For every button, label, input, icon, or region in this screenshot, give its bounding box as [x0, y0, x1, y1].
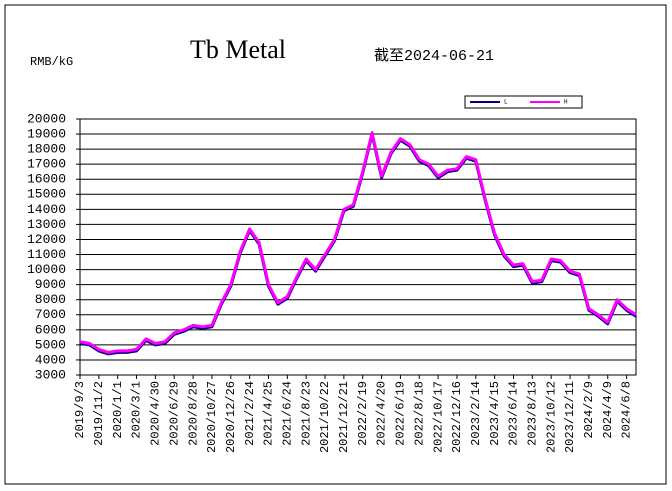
x-tick-label: 2020/1/1: [111, 381, 125, 439]
x-tick-label: 2020/3/1: [130, 381, 144, 439]
y-tick-label: 17000: [27, 157, 66, 172]
y-axis-label: RMB/kG: [30, 55, 73, 69]
chart-subtitle: 截至2024-06-21: [374, 47, 494, 65]
y-tick-label: 14000: [27, 202, 66, 217]
x-tick-label: 2021/2/24: [243, 381, 257, 446]
y-tick-label: 15000: [27, 187, 66, 202]
x-tick-label: 2021/8/23: [299, 381, 313, 446]
x-tick-label: 2020/10/27: [205, 381, 219, 453]
x-tick-label: 2023/4/15: [488, 381, 502, 446]
x-tick-label: 2020/8/28: [186, 381, 200, 446]
legend-label: L: [504, 99, 508, 106]
x-tick-label: 2023/6/14: [507, 381, 521, 446]
x-tick-label: 2021/10/22: [318, 381, 332, 453]
y-tick-label: 3000: [35, 367, 66, 382]
x-tick-label: 2020/12/26: [224, 381, 238, 453]
chart-title: Tb Metal: [190, 35, 286, 64]
y-tick-label: 20000: [27, 111, 66, 126]
y-tick-label: 5000: [35, 337, 66, 352]
y-tick-label: 6000: [35, 322, 66, 337]
y-tick-label: 11000: [27, 247, 66, 262]
y-tick-label: 9000: [35, 277, 66, 292]
x-tick-label: 2022/4/20: [375, 381, 389, 446]
y-tick-label: 4000: [35, 352, 66, 367]
legend: [464, 95, 583, 109]
x-tick-label: 2023/8/13: [526, 381, 540, 446]
y-tick-label: 18000: [27, 142, 66, 157]
x-tick-label: 2021/4/25: [262, 381, 276, 446]
plot-area: [79, 118, 637, 376]
y-tick-label: 19000: [27, 126, 66, 141]
x-tick-label: 2019/11/2: [92, 381, 106, 446]
x-tick-label: 2019/9/3: [73, 381, 87, 439]
legend-label: H: [564, 99, 568, 106]
x-tick-label: 2023/10/12: [544, 381, 558, 453]
y-tick-label: 8000: [35, 292, 66, 307]
x-tick-label: 2024/6/8: [620, 381, 634, 439]
x-tick-label: 2022/10/17: [431, 381, 445, 453]
y-tick-label: 10000: [27, 262, 66, 277]
x-tick-label: 2021/12/21: [337, 381, 351, 453]
x-tick-label: 2024/4/9: [601, 381, 615, 439]
y-tick-label: 7000: [35, 307, 66, 322]
y-tick-label: 13000: [27, 217, 66, 232]
y-tick-label: 16000: [27, 172, 66, 187]
x-tick-label: 2022/6/19: [394, 381, 408, 446]
x-tick-label: 2023/2/14: [469, 381, 483, 446]
x-tick-label: 2022/8/18: [412, 381, 426, 446]
x-tick-label: 2020/6/29: [167, 381, 181, 446]
y-tick-label: 12000: [27, 232, 66, 247]
x-tick-label: 2024/2/9: [582, 381, 596, 439]
data-line: [79, 131, 637, 354]
x-tick-label: 2023/12/11: [563, 381, 577, 453]
x-tick-label: 2020/4/30: [149, 381, 163, 446]
x-tick-label: 2022/2/19: [356, 381, 370, 446]
x-tick-label: 2022/12/16: [450, 381, 464, 453]
x-tick-label: 2021/6/24: [280, 381, 294, 446]
